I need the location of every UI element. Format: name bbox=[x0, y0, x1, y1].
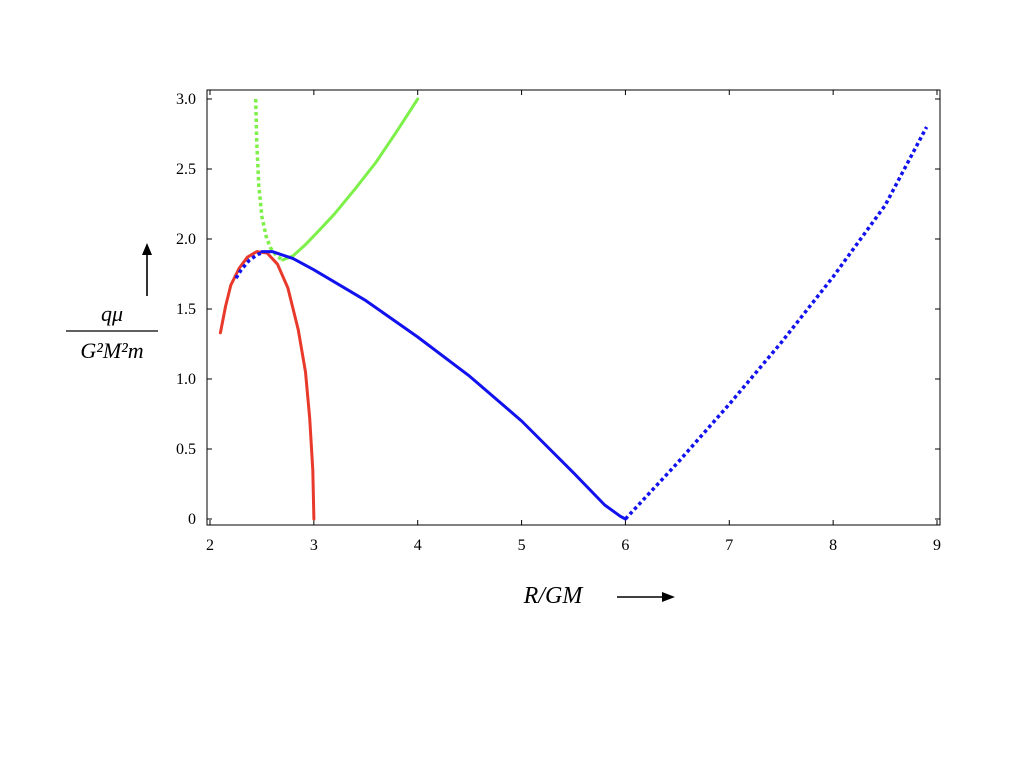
y-label-numerator: qμ bbox=[101, 301, 123, 326]
y-tick-label: 1.0 bbox=[176, 371, 196, 388]
series-blue-dotted-line bbox=[624, 126, 929, 521]
y-axis-label: qμ G²M²m bbox=[66, 243, 158, 363]
plot-frame bbox=[206, 89, 941, 526]
series-red-solid-line bbox=[218, 250, 316, 521]
y-axis-ticks: 0 0.5 1.0 1.5 2.0 2.5 3.0 bbox=[176, 91, 940, 528]
series-blue-solid-line bbox=[260, 250, 627, 521]
x-tick-label: 9 bbox=[933, 537, 941, 554]
x-axis-right-arrow-head bbox=[662, 592, 675, 602]
y-tick-label: 0 bbox=[188, 511, 196, 528]
series-blue-dotted-line bbox=[234, 251, 263, 280]
y-tick-label: 2.5 bbox=[176, 161, 196, 178]
y-label-denominator: G²M²m bbox=[80, 338, 143, 363]
series-layer bbox=[218, 97, 929, 521]
x-axis-ticks: 2 3 4 5 6 7 8 9 bbox=[206, 90, 941, 554]
x-label-text: R/GM bbox=[523, 583, 585, 609]
x-tick-label: 5 bbox=[518, 537, 526, 554]
x-tick-label: 2 bbox=[206, 537, 214, 554]
x-tick-label: 4 bbox=[414, 537, 422, 554]
x-tick-label: 6 bbox=[621, 537, 629, 554]
x-axis-label: R/GM bbox=[523, 583, 675, 609]
y-axis-up-arrow-head bbox=[142, 243, 152, 255]
series-green-dotted-line bbox=[253, 98, 284, 262]
series-green-solid-line bbox=[281, 97, 420, 262]
x-tick-label: 8 bbox=[829, 537, 837, 554]
x-tick-label: 3 bbox=[310, 537, 318, 554]
y-tick-label: 2.0 bbox=[176, 231, 196, 248]
x-tick-label: 7 bbox=[725, 537, 733, 554]
y-tick-label: 3.0 bbox=[176, 91, 196, 108]
y-tick-label: 1.5 bbox=[176, 301, 196, 318]
y-tick-label: 0.5 bbox=[176, 441, 196, 458]
